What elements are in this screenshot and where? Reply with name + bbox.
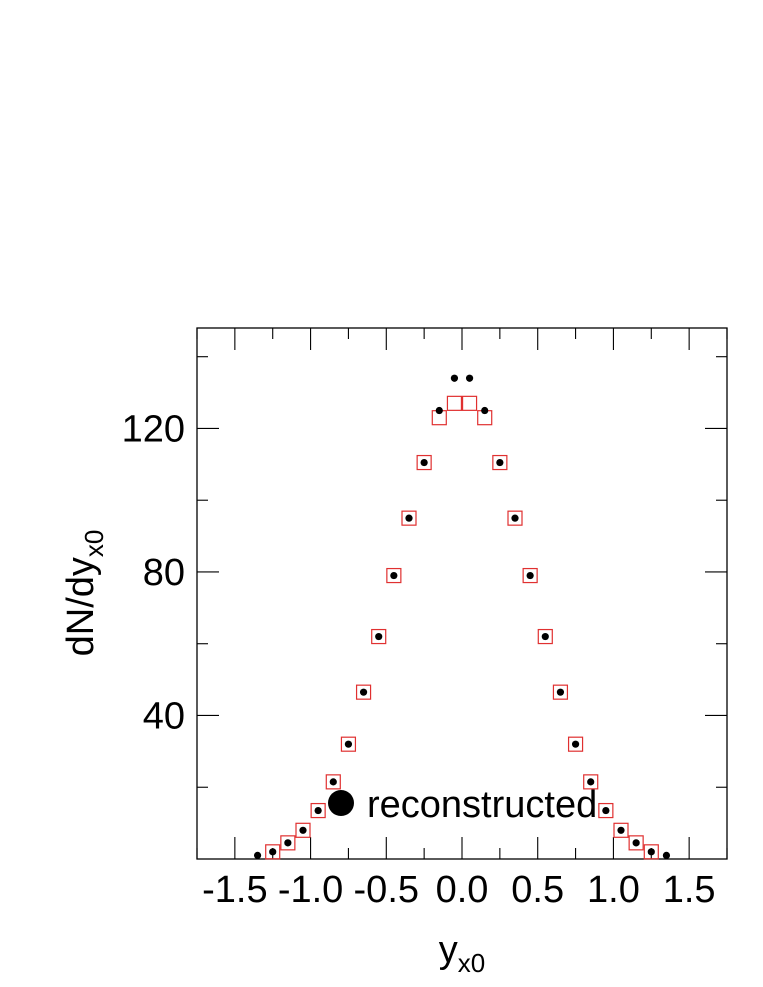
x-tick-label: -1.0 bbox=[278, 869, 343, 911]
x-axis-label-sub: x0 bbox=[458, 948, 485, 978]
square-point bbox=[583, 774, 599, 790]
y-axis-label-sub: x0 bbox=[79, 530, 109, 557]
square-point bbox=[401, 510, 417, 526]
square-point bbox=[537, 628, 553, 645]
dot-point bbox=[481, 406, 489, 415]
square-point bbox=[507, 510, 523, 526]
y-tick-label: 40 bbox=[143, 695, 185, 737]
dot-point bbox=[450, 374, 459, 382]
series-dots bbox=[253, 374, 671, 860]
dot-point bbox=[571, 740, 580, 748]
square-point bbox=[416, 454, 432, 471]
square-point bbox=[355, 684, 372, 700]
square-point bbox=[613, 822, 629, 838]
dot-point bbox=[587, 778, 595, 786]
dot-point bbox=[647, 848, 655, 856]
y-axis-label-main: dN/dy bbox=[60, 557, 102, 656]
dot-point bbox=[541, 632, 549, 641]
dot-point bbox=[662, 851, 671, 860]
dot-point bbox=[299, 826, 307, 834]
dot-point bbox=[465, 374, 474, 382]
y-axis-label: dN/dyx0 bbox=[60, 530, 109, 657]
y-tick-label: 120 bbox=[122, 408, 185, 450]
dot-point bbox=[375, 632, 383, 641]
dot-point bbox=[420, 458, 428, 467]
dot-point bbox=[284, 839, 292, 847]
square-point bbox=[340, 736, 357, 752]
square-point bbox=[265, 844, 281, 860]
x-tick-label: -0.5 bbox=[354, 869, 419, 911]
x-tick-label: 1.0 bbox=[587, 869, 640, 911]
dot-point bbox=[435, 406, 443, 415]
square-point bbox=[522, 567, 538, 584]
x-tick-label: 0.0 bbox=[436, 869, 489, 911]
square-point bbox=[552, 684, 569, 700]
square-point bbox=[371, 628, 387, 645]
dot-point bbox=[496, 458, 504, 467]
x-tick-label: 0.5 bbox=[511, 869, 564, 911]
square-point bbox=[280, 835, 296, 851]
dot-point bbox=[602, 806, 610, 815]
square-point bbox=[325, 774, 341, 790]
dot-point bbox=[269, 848, 277, 856]
x-axis-label-main: y bbox=[439, 929, 458, 971]
dot-point bbox=[632, 839, 640, 847]
dot-point bbox=[617, 826, 625, 834]
square-point bbox=[461, 395, 478, 411]
square-point bbox=[310, 802, 326, 819]
square-point bbox=[492, 454, 508, 471]
legend-marker bbox=[328, 790, 354, 816]
square-point bbox=[567, 736, 584, 752]
x-tick-label: -1.5 bbox=[202, 869, 267, 911]
square-point bbox=[628, 835, 644, 851]
dot-point bbox=[405, 514, 413, 522]
axis-ticks bbox=[196, 328, 728, 859]
square-point bbox=[598, 802, 614, 819]
dot-point bbox=[511, 514, 519, 522]
legend: reconstructed bbox=[328, 784, 597, 826]
dot-point bbox=[359, 688, 368, 696]
legend-label: reconstructed bbox=[367, 784, 597, 826]
dot-point bbox=[314, 806, 322, 815]
dot-point bbox=[253, 851, 262, 860]
dot-point bbox=[556, 688, 565, 696]
dot-point bbox=[526, 571, 534, 580]
square-point bbox=[386, 567, 402, 584]
square-point bbox=[643, 844, 659, 860]
series-squares bbox=[265, 395, 659, 860]
square-point bbox=[446, 395, 463, 411]
dot-point bbox=[329, 778, 337, 786]
y-tick-label: 80 bbox=[143, 552, 185, 594]
x-tick-label: 1.5 bbox=[663, 869, 716, 911]
x-axis-label: yx0 bbox=[439, 929, 485, 978]
dot-point bbox=[344, 740, 353, 748]
dot-point bbox=[390, 571, 398, 580]
square-point bbox=[295, 822, 311, 838]
tick-labels: -1.5 -1.0 -0.5 0.0 0.5 1.0 1.5 40 80 120 bbox=[122, 408, 716, 911]
